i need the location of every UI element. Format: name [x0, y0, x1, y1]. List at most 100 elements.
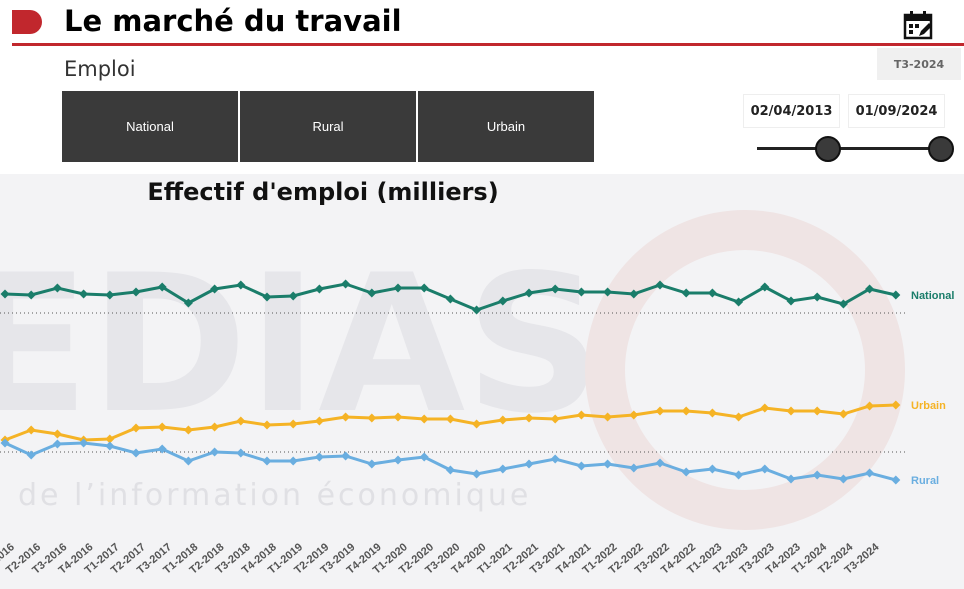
- data-point-national[interactable]: [707, 288, 717, 298]
- end-date-field[interactable]: 01/09/2024: [848, 94, 945, 128]
- data-point-rural[interactable]: [262, 456, 272, 466]
- data-point-national[interactable]: [288, 291, 298, 301]
- data-point-rural[interactable]: [419, 452, 429, 462]
- data-point-national[interactable]: [183, 298, 193, 308]
- data-point-urbain[interactable]: [445, 414, 455, 424]
- data-point-national[interactable]: [786, 296, 796, 306]
- data-point-rural[interactable]: [157, 444, 167, 454]
- date-range-slider[interactable]: [757, 147, 940, 150]
- data-point-national[interactable]: [891, 290, 901, 300]
- data-point-urbain[interactable]: [707, 408, 717, 418]
- data-point-urbain[interactable]: [236, 416, 246, 426]
- data-point-national[interactable]: [393, 283, 403, 293]
- data-point-rural[interactable]: [131, 448, 141, 458]
- data-point-national[interactable]: [812, 292, 822, 302]
- data-point-national[interactable]: [52, 283, 62, 293]
- data-point-national[interactable]: [445, 294, 455, 304]
- data-point-rural[interactable]: [498, 464, 508, 474]
- data-point-urbain[interactable]: [341, 412, 351, 422]
- data-point-rural[interactable]: [734, 470, 744, 480]
- data-point-urbain[interactable]: [210, 422, 220, 432]
- filter-national-button[interactable]: National: [62, 91, 238, 162]
- data-point-urbain[interactable]: [786, 406, 796, 416]
- data-point-national[interactable]: [603, 287, 613, 297]
- data-point-national[interactable]: [524, 288, 534, 298]
- data-point-urbain[interactable]: [131, 423, 141, 433]
- data-point-rural[interactable]: [236, 448, 246, 458]
- data-point-rural[interactable]: [393, 455, 403, 465]
- data-point-national[interactable]: [576, 287, 586, 297]
- data-point-urbain[interactable]: [865, 401, 875, 411]
- data-point-urbain[interactable]: [314, 416, 324, 426]
- data-point-urbain[interactable]: [26, 425, 36, 435]
- filter-rural-button[interactable]: Rural: [240, 91, 416, 162]
- data-point-urbain[interactable]: [262, 420, 272, 430]
- data-point-national[interactable]: [314, 284, 324, 294]
- data-point-rural[interactable]: [52, 439, 62, 449]
- data-point-rural[interactable]: [629, 463, 639, 473]
- data-point-rural[interactable]: [288, 456, 298, 466]
- data-point-rural[interactable]: [367, 459, 377, 469]
- data-point-rural[interactable]: [786, 474, 796, 484]
- data-point-urbain[interactable]: [393, 412, 403, 422]
- data-point-urbain[interactable]: [760, 403, 770, 413]
- data-point-urbain[interactable]: [157, 422, 167, 432]
- data-point-rural[interactable]: [812, 470, 822, 480]
- data-point-rural[interactable]: [655, 458, 665, 468]
- data-point-rural[interactable]: [341, 451, 351, 461]
- data-point-urbain[interactable]: [734, 412, 744, 422]
- data-point-rural[interactable]: [576, 461, 586, 471]
- data-point-urbain[interactable]: [576, 410, 586, 420]
- data-point-national[interactable]: [131, 287, 141, 297]
- data-point-national[interactable]: [865, 284, 875, 294]
- data-point-urbain[interactable]: [498, 415, 508, 425]
- data-point-rural[interactable]: [524, 459, 534, 469]
- data-point-national[interactable]: [655, 280, 665, 290]
- data-point-rural[interactable]: [79, 438, 89, 448]
- data-point-national[interactable]: [629, 289, 639, 299]
- data-point-national[interactable]: [210, 284, 220, 294]
- data-point-urbain[interactable]: [105, 434, 115, 444]
- data-point-national[interactable]: [236, 280, 246, 290]
- data-point-urbain[interactable]: [367, 413, 377, 423]
- data-point-rural[interactable]: [603, 459, 613, 469]
- data-point-urbain[interactable]: [603, 412, 613, 422]
- data-point-national[interactable]: [341, 279, 351, 289]
- filter-urbain-button[interactable]: Urbain: [418, 91, 594, 162]
- data-point-national[interactable]: [734, 297, 744, 307]
- data-point-national[interactable]: [498, 296, 508, 306]
- data-point-national[interactable]: [79, 289, 89, 299]
- data-point-national[interactable]: [0, 289, 10, 299]
- data-point-national[interactable]: [550, 284, 560, 294]
- data-point-rural[interactable]: [445, 465, 455, 475]
- data-point-national[interactable]: [26, 290, 36, 300]
- data-point-rural[interactable]: [707, 464, 717, 474]
- data-point-urbain[interactable]: [419, 414, 429, 424]
- data-point-national[interactable]: [838, 299, 848, 309]
- data-point-rural[interactable]: [891, 475, 901, 485]
- data-point-urbain[interactable]: [891, 400, 901, 410]
- data-point-rural[interactable]: [26, 450, 36, 460]
- calendar-edit-icon[interactable]: [903, 10, 933, 40]
- data-point-urbain[interactable]: [183, 425, 193, 435]
- data-point-urbain[interactable]: [472, 419, 482, 429]
- data-point-rural[interactable]: [681, 467, 691, 477]
- slider-end-handle[interactable]: [928, 136, 954, 162]
- data-point-national[interactable]: [157, 282, 167, 292]
- data-point-rural[interactable]: [0, 438, 10, 448]
- data-point-national[interactable]: [419, 283, 429, 293]
- data-point-urbain[interactable]: [838, 409, 848, 419]
- data-point-urbain[interactable]: [288, 419, 298, 429]
- data-point-rural[interactable]: [865, 468, 875, 478]
- data-point-national[interactable]: [472, 305, 482, 315]
- data-point-urbain[interactable]: [52, 429, 62, 439]
- data-point-urbain[interactable]: [812, 406, 822, 416]
- data-point-urbain[interactable]: [681, 406, 691, 416]
- data-point-rural[interactable]: [183, 456, 193, 466]
- data-point-rural[interactable]: [105, 441, 115, 451]
- start-date-field[interactable]: 02/04/2013: [743, 94, 840, 128]
- slider-start-handle[interactable]: [815, 136, 841, 162]
- data-point-urbain[interactable]: [629, 410, 639, 420]
- data-point-national[interactable]: [105, 290, 115, 300]
- data-point-rural[interactable]: [760, 464, 770, 474]
